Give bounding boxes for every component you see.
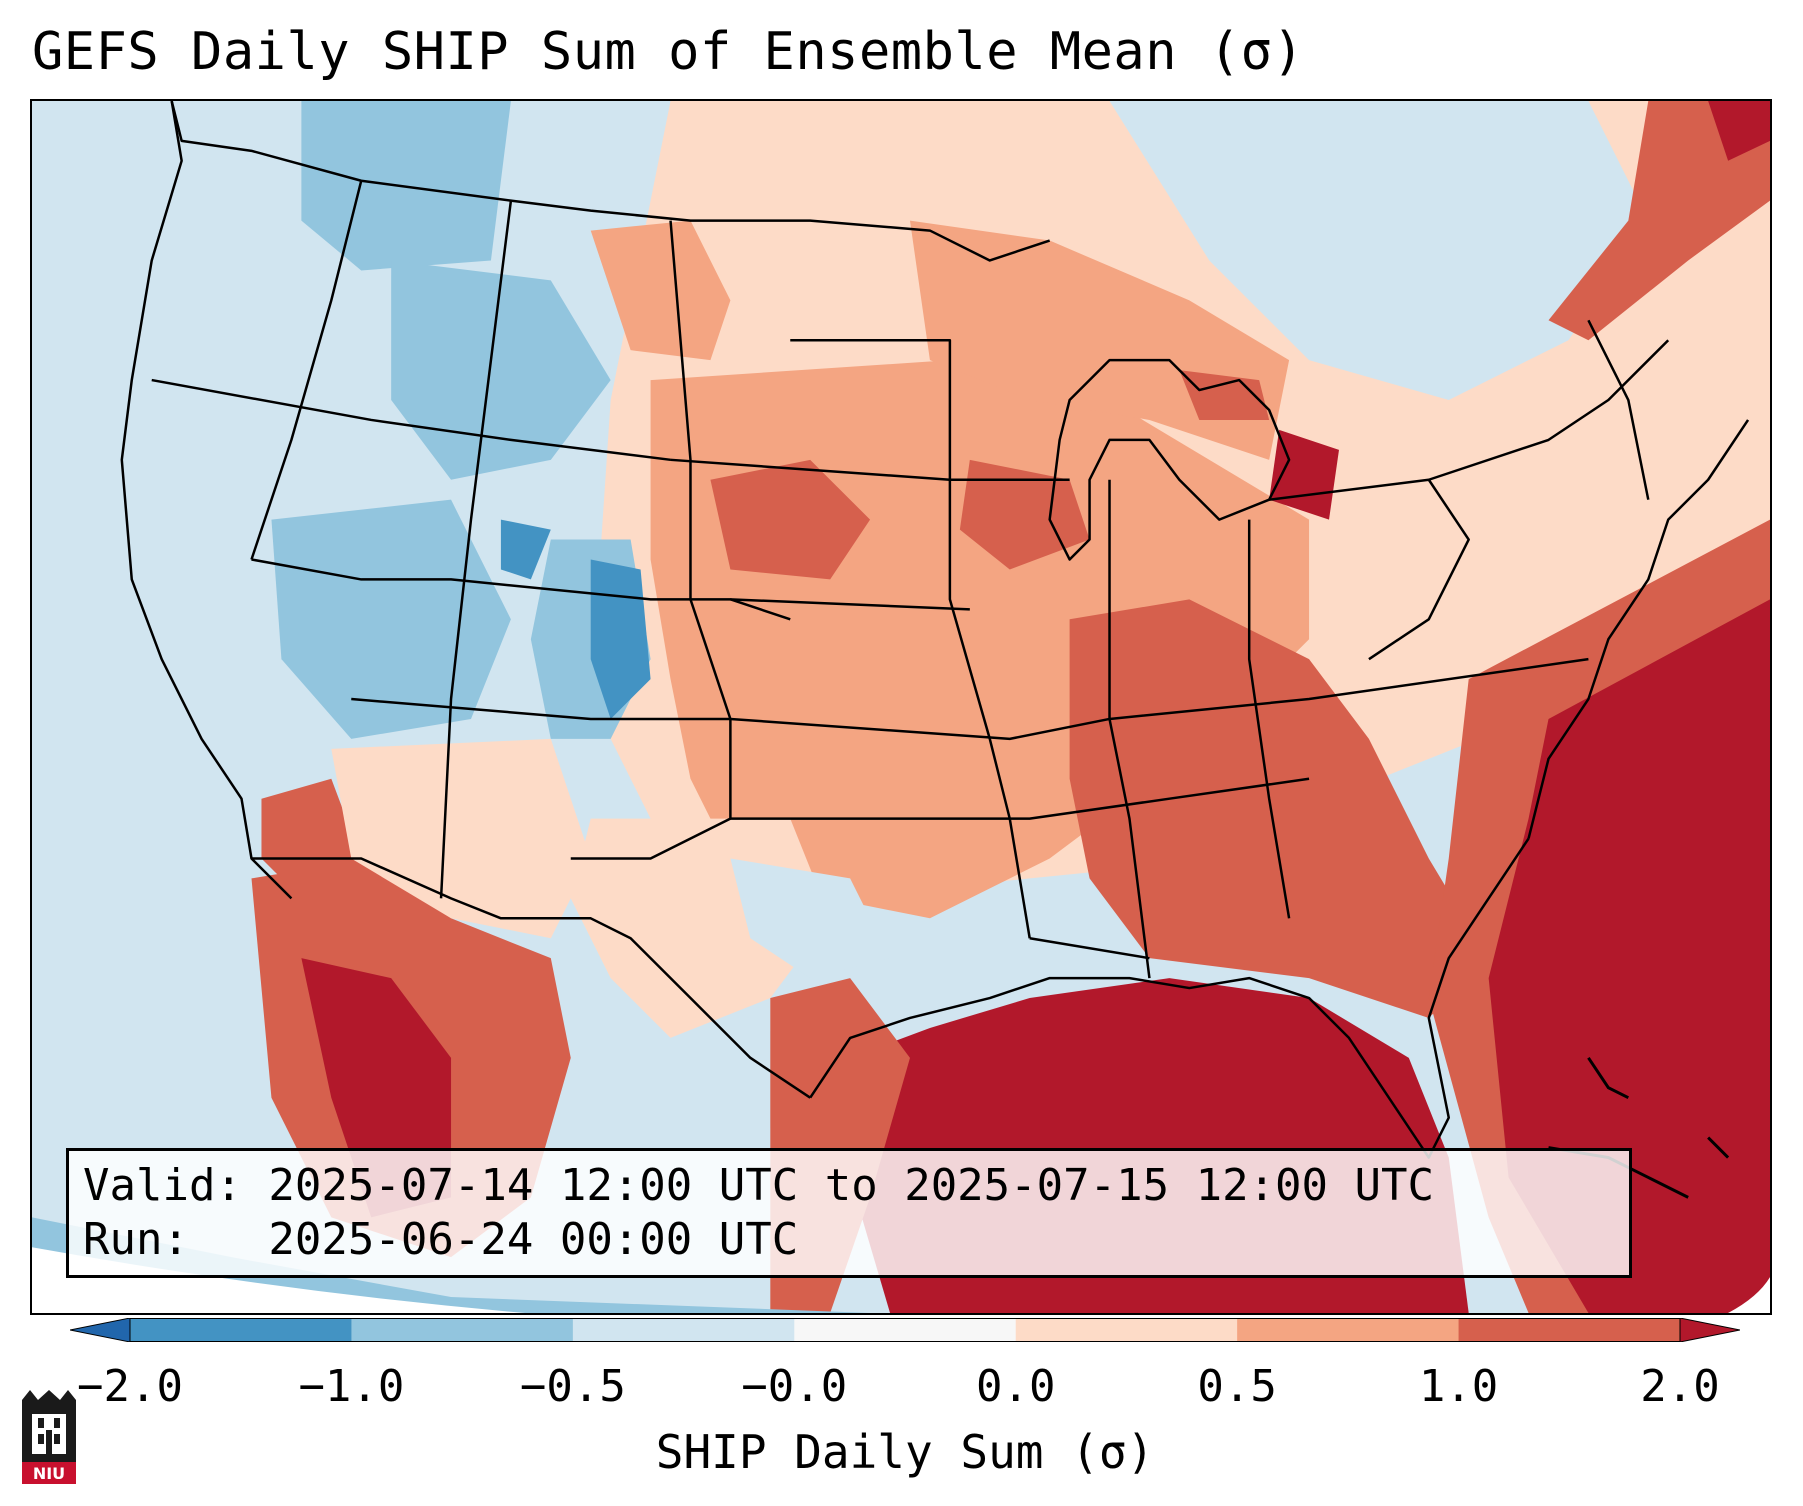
run-line: Run: 2025-06-24 00:00 UTC bbox=[83, 1214, 799, 1265]
colorbar-extend-high bbox=[1679, 1318, 1740, 1342]
colorbar-bin bbox=[1237, 1318, 1460, 1342]
valid-line: Valid: 2025-07-14 12:00 UTC to 2025-07-1… bbox=[83, 1160, 1435, 1211]
niu-logo-icon: NIU bbox=[22, 1390, 76, 1484]
colorbar-bin bbox=[351, 1318, 574, 1342]
colorbar-bin bbox=[130, 1318, 352, 1342]
map-title: GEFS Daily SHIP Sum of Ensemble Mean (σ) bbox=[32, 22, 1305, 82]
colorbar-extend-low bbox=[70, 1318, 131, 1342]
ship-field bbox=[32, 101, 1770, 1313]
valid-time-box: Valid: 2025-07-14 12:00 UTC to 2025-07-1… bbox=[66, 1148, 1632, 1278]
projection-edge-left bbox=[32, 1247, 526, 1313]
ship-anomaly-map bbox=[32, 101, 1770, 1313]
state-boundaries bbox=[120, 101, 1750, 1159]
colorbar-tick-label: 1.0 bbox=[1418, 1361, 1499, 1412]
colorbar-bin bbox=[1458, 1318, 1681, 1342]
colorbar bbox=[70, 1318, 1740, 1342]
colorbar-bin bbox=[794, 1318, 1017, 1342]
colorbar-label: SHIP Daily Sum (σ) bbox=[655, 1425, 1155, 1479]
svg-text:NIU: NIU bbox=[33, 1464, 65, 1483]
colorbar-tick-label: 0.5 bbox=[1197, 1361, 1277, 1412]
colorbar-tick-label: −0.0 bbox=[741, 1361, 848, 1412]
colorbar-tick-label: −2.0 bbox=[77, 1361, 183, 1412]
colorbar-tick-label: 2.0 bbox=[1640, 1361, 1720, 1412]
projection-edge-right bbox=[1728, 1277, 1770, 1313]
colorbar-tick-label: 0.0 bbox=[975, 1361, 1056, 1412]
map-panel bbox=[30, 99, 1772, 1315]
colorbar-bin bbox=[1015, 1318, 1238, 1342]
colorbar-bin bbox=[572, 1318, 795, 1342]
colorbar-tick-label: −1.0 bbox=[298, 1361, 405, 1412]
colorbar-tick-label: −0.5 bbox=[519, 1361, 626, 1412]
